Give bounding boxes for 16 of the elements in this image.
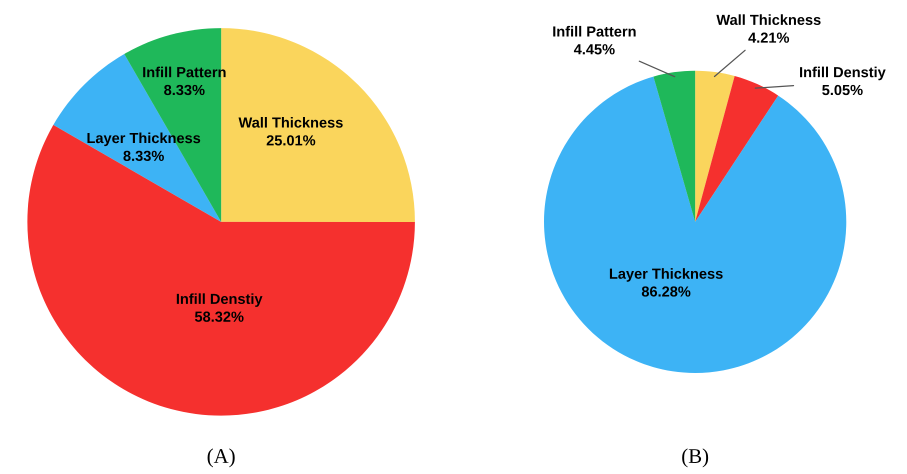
data-label: 86.28% [642, 286, 690, 297]
data-label: 4.45% [574, 44, 615, 54]
data-label: 5.05% [822, 84, 863, 96]
data-label: 8.33% [123, 150, 164, 162]
slice-label: Layer Thickness [610, 268, 723, 282]
text: (A) [208, 448, 235, 468]
data-label: 4.21% [748, 32, 790, 43]
slice-label: Wall Thickness [238, 116, 343, 128]
data-label: 25.01% [266, 135, 316, 146]
slice-label: Infill Denstiy [176, 293, 262, 307]
slice-label: Wall Thickness [716, 14, 821, 26]
data-label: 8.33% [164, 84, 205, 96]
data-label: 58.32% [194, 312, 244, 322]
slice-label: Infill Pattern [553, 26, 636, 37]
text: (B) [682, 448, 708, 468]
slice-label: Infill Denstiy [800, 66, 886, 80]
